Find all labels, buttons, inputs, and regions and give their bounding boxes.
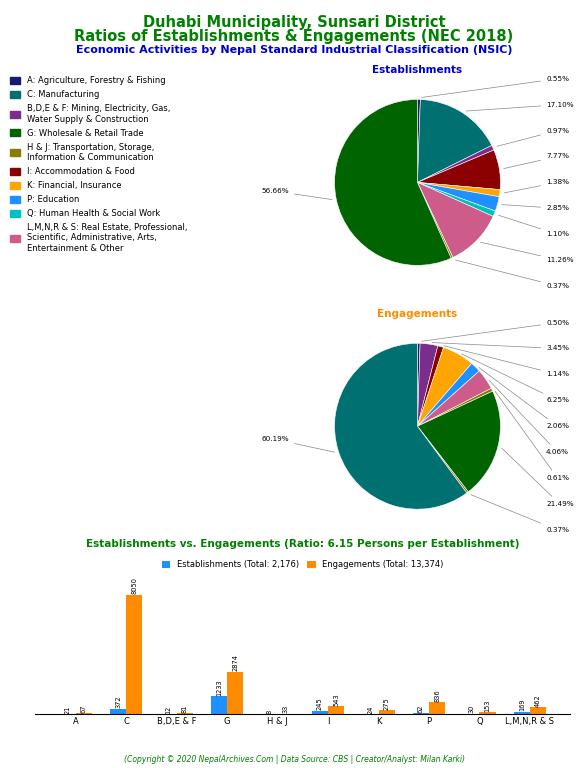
Text: 6.25%: 6.25%	[462, 354, 569, 403]
Text: 836: 836	[434, 689, 440, 701]
Text: 3.45%: 3.45%	[432, 343, 569, 352]
Text: 2874: 2874	[232, 654, 238, 671]
Bar	[126, 594, 142, 714]
Text: 11.26%: 11.26%	[480, 242, 574, 263]
Bar	[76, 713, 92, 714]
Text: 17.10%: 17.10%	[466, 101, 574, 111]
Legend: A: Agriculture, Forestry & Fishing, C: Manufacturing, B,D,E & F: Mining, Electri: A: Agriculture, Forestry & Fishing, C: M…	[10, 76, 187, 253]
Text: 1.38%: 1.38%	[504, 180, 569, 193]
Wedge shape	[335, 99, 451, 265]
Text: 0.37%: 0.37%	[456, 260, 569, 289]
Text: 0.61%: 0.61%	[495, 391, 569, 481]
Text: 0.50%: 0.50%	[422, 319, 569, 341]
Wedge shape	[417, 346, 443, 426]
Wedge shape	[417, 182, 453, 258]
Bar	[227, 671, 243, 714]
Wedge shape	[417, 391, 500, 492]
Wedge shape	[417, 182, 495, 217]
Text: 60.19%: 60.19%	[261, 436, 335, 452]
Text: 67: 67	[81, 704, 87, 713]
Text: 275: 275	[383, 697, 390, 710]
Text: 62: 62	[418, 704, 424, 713]
Wedge shape	[417, 150, 500, 190]
Text: Establishments: Establishments	[372, 65, 463, 75]
Text: 33: 33	[283, 705, 289, 713]
Bar	[413, 713, 429, 714]
Text: 153: 153	[485, 699, 490, 712]
Text: 81: 81	[182, 704, 188, 713]
Text: Ratios of Establishments & Engagements (NEC 2018): Ratios of Establishments & Engagements (…	[74, 29, 514, 45]
Bar	[429, 702, 445, 714]
Wedge shape	[417, 182, 499, 211]
Text: 7.77%: 7.77%	[504, 154, 569, 168]
Title: Establishments vs. Engagements (Ratio: 6.15 Persons per Establishment): Establishments vs. Engagements (Ratio: 6…	[86, 539, 520, 549]
Wedge shape	[417, 145, 494, 182]
Text: 8: 8	[266, 710, 272, 713]
Text: 1.10%: 1.10%	[499, 215, 569, 237]
Text: 4.06%: 4.06%	[489, 380, 569, 455]
Bar	[328, 707, 344, 714]
Text: 1233: 1233	[216, 679, 222, 696]
Bar	[479, 712, 496, 714]
Wedge shape	[417, 343, 438, 426]
Text: 12: 12	[166, 705, 172, 713]
Text: 8050: 8050	[131, 578, 137, 594]
Text: 0.97%: 0.97%	[497, 127, 569, 147]
Text: 245: 245	[317, 697, 323, 710]
Text: 543: 543	[333, 694, 339, 706]
Text: Duhabi Municipality, Sunsari District: Duhabi Municipality, Sunsari District	[143, 15, 445, 31]
Text: 56.66%: 56.66%	[261, 188, 332, 200]
Text: 21.49%: 21.49%	[502, 448, 574, 507]
Wedge shape	[417, 371, 491, 426]
Bar	[530, 707, 546, 714]
Wedge shape	[417, 389, 493, 426]
Text: 1.14%: 1.14%	[444, 346, 569, 377]
Text: 0.55%: 0.55%	[422, 76, 569, 98]
Wedge shape	[335, 343, 467, 509]
Bar	[110, 709, 126, 714]
Text: 2.06%: 2.06%	[479, 368, 569, 429]
Text: 2.85%: 2.85%	[502, 204, 569, 211]
Wedge shape	[417, 347, 472, 426]
Wedge shape	[417, 343, 420, 426]
Text: Economic Activities by Nepal Standard Industrial Classification (NSIC): Economic Activities by Nepal Standard In…	[76, 45, 512, 55]
Text: 21: 21	[65, 705, 71, 713]
Text: 24: 24	[368, 705, 373, 713]
Wedge shape	[417, 426, 468, 493]
Bar	[379, 710, 395, 714]
Text: 30: 30	[469, 705, 475, 713]
Wedge shape	[417, 363, 479, 426]
Wedge shape	[417, 99, 420, 182]
Bar	[176, 713, 193, 714]
Text: 0.37%: 0.37%	[471, 495, 569, 533]
Bar	[211, 696, 227, 714]
Wedge shape	[417, 182, 493, 257]
Text: 372: 372	[115, 696, 121, 708]
Wedge shape	[417, 100, 492, 182]
Text: Engagements: Engagements	[377, 310, 457, 319]
Text: 169: 169	[519, 699, 525, 711]
Legend: Establishments (Total: 2,176), Engagements (Total: 13,374): Establishments (Total: 2,176), Engagemen…	[159, 557, 447, 573]
Bar	[312, 710, 328, 714]
Text: (Copyright © 2020 NepalArchives.Com | Data Source: CBS | Creator/Analyst: Milan : (Copyright © 2020 NepalArchives.Com | Da…	[123, 755, 465, 764]
Text: 462: 462	[535, 694, 541, 707]
Wedge shape	[417, 182, 500, 197]
Bar	[514, 712, 530, 714]
